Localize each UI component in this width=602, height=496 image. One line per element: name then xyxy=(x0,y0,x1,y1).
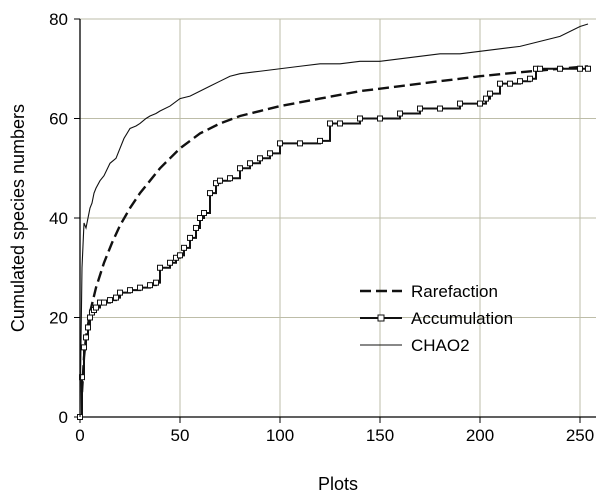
series-line-accumulation xyxy=(80,67,588,418)
point-accumulation-1 xyxy=(79,374,85,381)
point-accumulation-52 xyxy=(527,75,533,82)
point-accumulation-42 xyxy=(397,110,403,117)
point-accumulation-32 xyxy=(247,160,253,167)
point-accumulation-54 xyxy=(537,65,543,72)
point-accumulation-57 xyxy=(585,65,591,72)
point-accumulation-26 xyxy=(201,210,207,217)
point-accumulation-39 xyxy=(337,120,343,127)
point-accumulation-3 xyxy=(83,334,89,341)
point-accumulation-5 xyxy=(87,314,93,321)
point-accumulation-27 xyxy=(207,190,213,197)
point-accumulation-13 xyxy=(117,289,123,296)
legend-item-accumulation: Accumulation xyxy=(360,309,513,328)
point-accumulation-55 xyxy=(557,65,563,72)
point-accumulation-2 xyxy=(81,344,87,351)
legend-item-rarefaction: Rarefaction xyxy=(360,282,498,301)
x-axis-label: Plots xyxy=(318,474,358,494)
point-accumulation-51 xyxy=(517,78,523,85)
point-accumulation-38 xyxy=(327,120,333,127)
x-tick-label-2: 100 xyxy=(266,426,294,445)
legend-label-rarefaction: Rarefaction xyxy=(411,282,498,301)
point-accumulation-48 xyxy=(487,90,493,97)
series-rarefaction xyxy=(80,65,589,393)
point-accumulation-41 xyxy=(377,115,383,122)
y-axis-label: Cumulated species numbers xyxy=(8,104,28,332)
y-tick-label-0: 0 xyxy=(59,408,68,427)
legend-item-chao2: CHAO2 xyxy=(360,336,470,355)
point-accumulation-33 xyxy=(257,155,263,162)
point-accumulation-11 xyxy=(107,297,113,304)
legend-label-accumulation: Accumulation xyxy=(411,309,513,328)
point-accumulation-10 xyxy=(101,299,107,306)
legend-label-chao2: CHAO2 xyxy=(411,336,470,355)
point-accumulation-43 xyxy=(417,105,423,112)
x-tick-label-5: 250 xyxy=(566,426,594,445)
series xyxy=(77,23,591,420)
point-accumulation-34 xyxy=(267,150,273,157)
point-accumulation-14 xyxy=(127,287,133,294)
point-accumulation-17 xyxy=(153,279,159,286)
x-tick-label-0: 0 xyxy=(75,426,84,445)
point-accumulation-24 xyxy=(193,224,199,231)
tick-labels: 0 50 100 150 200 250 0 20 40 60 80 xyxy=(49,10,594,445)
x-tick-label-3: 150 xyxy=(366,426,394,445)
point-accumulation-49 xyxy=(497,80,503,87)
point-accumulation-30 xyxy=(227,175,233,182)
series-accumulation xyxy=(77,65,591,420)
point-accumulation-44 xyxy=(437,105,443,112)
point-accumulation-50 xyxy=(507,80,513,87)
point-accumulation-18 xyxy=(157,264,163,271)
y-tick-label-1: 20 xyxy=(49,309,68,328)
x-tick-label-1: 50 xyxy=(171,426,190,445)
point-accumulation-47 xyxy=(483,95,489,102)
point-accumulation-8 xyxy=(93,304,99,311)
point-accumulation-19 xyxy=(167,259,173,266)
legend: Rarefaction Accumulation CHAO2 xyxy=(360,282,513,355)
point-accumulation-56 xyxy=(577,65,583,72)
legend-marker-accumulation xyxy=(377,314,385,322)
series-chao2 xyxy=(79,23,589,418)
point-accumulation-21 xyxy=(177,252,183,259)
series-line-chao2 xyxy=(79,23,589,418)
grid xyxy=(80,18,596,417)
point-accumulation-25 xyxy=(197,215,203,221)
point-accumulation-12 xyxy=(113,294,119,301)
point-accumulation-16 xyxy=(147,282,153,289)
point-accumulation-29 xyxy=(217,177,223,184)
point-accumulation-15 xyxy=(137,284,143,291)
point-accumulation-46 xyxy=(477,100,483,107)
y-tick-label-4: 80 xyxy=(49,10,68,29)
point-accumulation-40 xyxy=(357,115,363,122)
point-accumulation-4 xyxy=(85,324,91,331)
point-accumulation-45 xyxy=(457,100,463,107)
y-tick-label-2: 40 xyxy=(49,209,68,228)
point-accumulation-22 xyxy=(181,244,187,251)
point-accumulation-31 xyxy=(237,165,243,172)
y-tick-label-3: 60 xyxy=(49,110,68,129)
series-line-rarefaction xyxy=(80,65,589,393)
point-accumulation-35 xyxy=(277,140,283,147)
point-accumulation-36 xyxy=(297,140,303,147)
x-tick-label-4: 200 xyxy=(466,426,494,445)
point-accumulation-23 xyxy=(187,234,193,241)
point-accumulation-37 xyxy=(317,137,323,144)
